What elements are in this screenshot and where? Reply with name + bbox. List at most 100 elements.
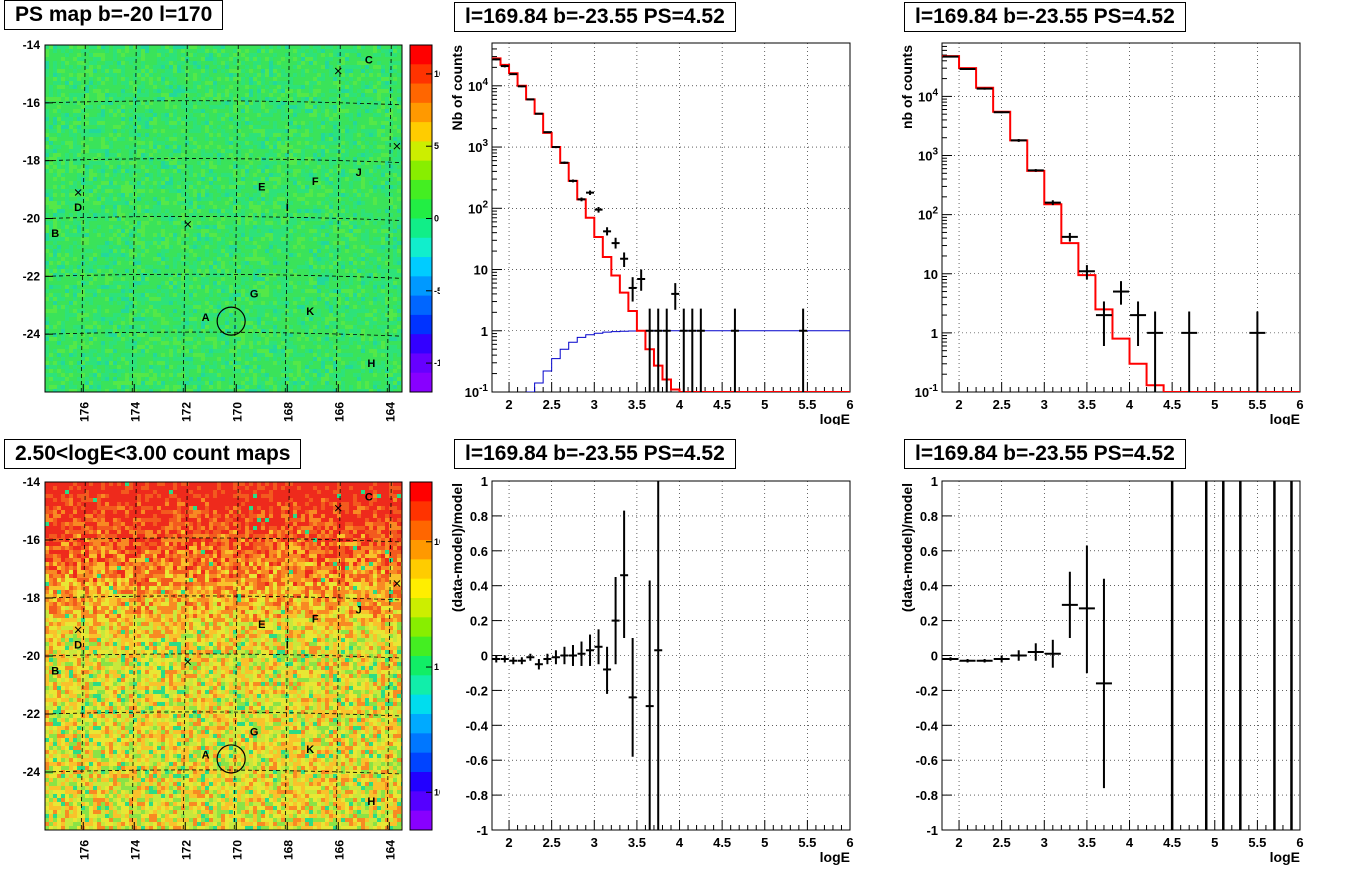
heatmap-cell xyxy=(97,209,102,214)
heatmap-cell xyxy=(345,121,350,126)
heatmap-cell xyxy=(309,221,314,226)
heatmap-cell xyxy=(353,81,358,86)
heatmap-cell xyxy=(329,125,334,130)
heatmap-cell xyxy=(53,257,58,262)
heatmap-cell xyxy=(77,97,82,102)
heatmap-cell xyxy=(337,173,342,178)
heatmap-cell xyxy=(289,101,294,106)
heatmap-cell xyxy=(373,77,378,82)
heatmap-cell xyxy=(161,65,166,70)
heatmap-cell xyxy=(397,261,402,266)
heatmap-cell xyxy=(369,189,374,194)
heatmap-cell xyxy=(253,57,258,62)
heatmap-cell xyxy=(57,253,62,258)
heatmap-cell xyxy=(165,253,170,258)
heatmap-cell xyxy=(293,53,298,58)
heatmap-cell xyxy=(193,189,198,194)
heatmap-cell xyxy=(233,245,238,250)
heatmap-cell xyxy=(45,69,50,74)
heatmap-cell xyxy=(169,225,174,230)
heatmap-cell xyxy=(345,253,350,258)
heatmap-cell xyxy=(217,57,222,62)
heatmap-cell xyxy=(301,233,306,238)
heatmap-cell xyxy=(209,117,214,122)
heatmap-cell xyxy=(277,257,282,262)
heatmap-cell xyxy=(165,137,170,142)
heatmap-cell xyxy=(221,65,226,70)
heatmap-cell xyxy=(301,185,306,190)
heatmap-cell xyxy=(57,165,62,170)
heatmap-cell xyxy=(53,101,58,106)
heatmap-cell xyxy=(377,161,382,166)
heatmap-cell xyxy=(325,137,330,142)
heatmap-cell xyxy=(381,117,386,122)
heatmap-cell xyxy=(117,69,122,74)
heatmap-cell xyxy=(117,97,122,102)
heatmap-cell xyxy=(325,161,330,166)
heatmap-cell xyxy=(269,173,274,178)
heatmap-cell xyxy=(325,189,330,194)
heatmap-cell xyxy=(341,57,346,62)
heatmap-cell xyxy=(373,125,378,130)
heatmap-cell xyxy=(317,141,322,146)
heatmap-cell xyxy=(305,185,310,190)
heatmap-cell xyxy=(77,201,82,206)
heatmap-cell xyxy=(397,117,402,122)
heatmap-cell xyxy=(49,261,54,266)
heatmap-cell xyxy=(365,193,370,198)
heatmap-cell xyxy=(65,221,70,226)
heatmap-cell xyxy=(381,53,386,58)
heatmap-cell xyxy=(105,237,110,242)
heatmap-cell xyxy=(225,133,230,138)
heatmap-cell xyxy=(213,197,218,202)
heatmap-cell xyxy=(397,65,402,70)
heatmap-cell xyxy=(397,73,402,78)
heatmap-cell xyxy=(205,189,210,194)
heatmap-cell xyxy=(189,73,194,78)
heatmap-cell xyxy=(293,137,298,142)
heatmap-cell xyxy=(185,101,190,106)
heatmap-cell xyxy=(153,157,158,162)
heatmap-cell xyxy=(169,105,174,110)
heatmap-cell xyxy=(301,181,306,186)
heatmap-cell xyxy=(361,253,366,258)
heatmap-cell xyxy=(377,205,382,210)
heatmap-cell xyxy=(49,129,54,134)
heatmap-cell xyxy=(69,229,74,234)
heatmap-cell xyxy=(269,241,274,246)
heatmap-cell xyxy=(77,141,82,146)
heatmap-cell xyxy=(57,89,62,94)
heatmap-cell xyxy=(249,101,254,106)
heatmap-cell xyxy=(125,237,130,242)
heatmap-cell xyxy=(333,53,338,58)
heatmap-cell xyxy=(157,129,162,134)
heatmap-cell xyxy=(137,145,142,150)
heatmap-cell xyxy=(325,113,330,118)
heatmap-cell xyxy=(125,201,130,206)
heatmap-cell xyxy=(289,49,294,54)
heatmap-cell xyxy=(53,237,58,242)
heatmap-cell xyxy=(165,93,170,98)
heatmap-cell xyxy=(237,245,242,250)
heatmap-cell xyxy=(265,53,270,58)
heatmap-cell xyxy=(229,145,234,150)
heatmap-cell xyxy=(249,77,254,82)
heatmap-cell xyxy=(85,233,90,238)
heatmap-cell xyxy=(237,149,242,154)
heatmap-cell xyxy=(341,237,346,242)
heatmap-cell xyxy=(169,177,174,182)
heatmap-cell xyxy=(373,169,378,174)
heatmap-cell xyxy=(353,161,358,166)
heatmap-cell xyxy=(101,57,106,62)
heatmap-cell xyxy=(61,165,66,170)
heatmap-cell xyxy=(101,81,106,86)
heatmap-cell xyxy=(313,101,318,106)
heatmap-cell xyxy=(217,161,222,166)
heatmap-cell xyxy=(309,113,314,118)
heatmap-cell xyxy=(317,261,322,266)
heatmap-cell xyxy=(253,225,258,230)
heatmap-cell xyxy=(93,213,98,218)
heatmap-cell xyxy=(101,197,106,202)
heatmap-cell xyxy=(109,241,114,246)
heatmap-cell xyxy=(269,69,274,74)
